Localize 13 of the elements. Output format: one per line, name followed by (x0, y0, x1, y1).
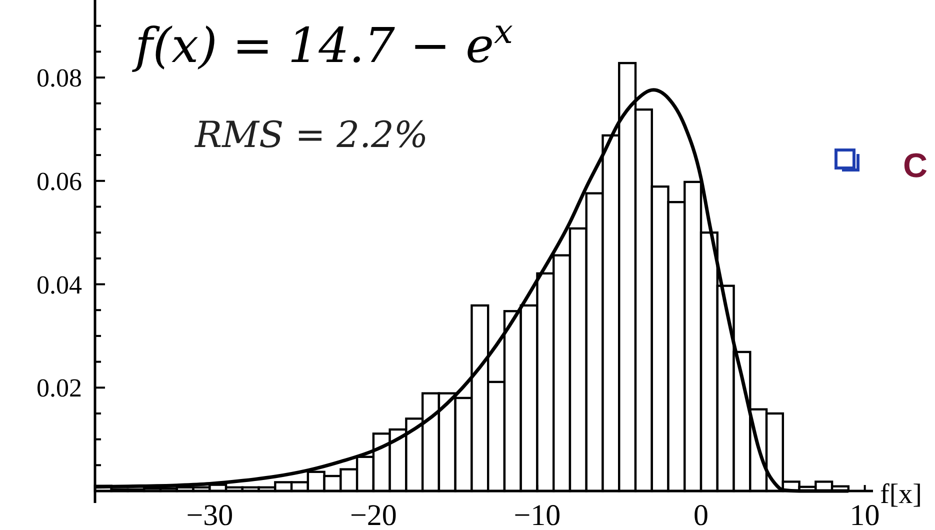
y-tick-label: 0.04 (36, 270, 82, 300)
x-tick-label: −20 (350, 499, 397, 530)
x-axis-title: f[x] (880, 479, 922, 510)
text: C (903, 147, 928, 185)
annotation: RMS = 2.2% (194, 115, 428, 156)
y-tick-label: 0.02 (36, 374, 82, 403)
annotation: f(x) = 14.7 − e$^{x}$ (132, 12, 514, 74)
y-tick-label: 0.06 (36, 166, 82, 196)
x-tick-label: 0 (694, 499, 709, 530)
y-tick-label: 0.08 (36, 64, 82, 93)
x-tick-label: −10 (514, 499, 561, 530)
x-tick-label: −30 (186, 499, 234, 530)
x-tick-label: 10 (850, 499, 880, 530)
